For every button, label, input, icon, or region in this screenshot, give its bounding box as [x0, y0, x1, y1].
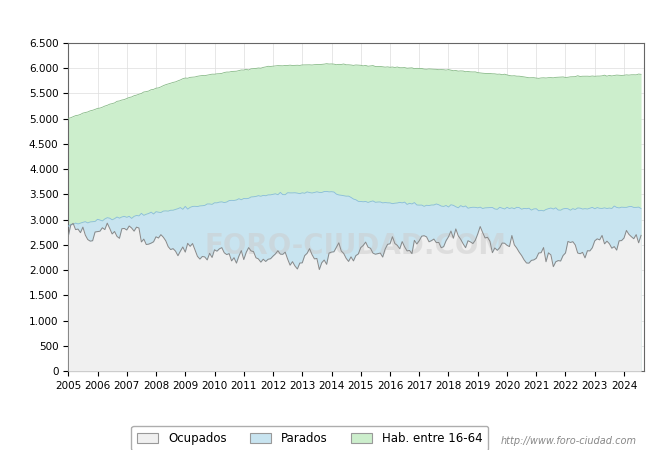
Legend: Ocupados, Parados, Hab. entre 16-64: Ocupados, Parados, Hab. entre 16-64 — [131, 426, 488, 450]
Text: http://www.foro-ciudad.com: http://www.foro-ciudad.com — [501, 436, 637, 446]
Text: FORO-CIUDAD.COM: FORO-CIUDAD.COM — [205, 232, 507, 261]
Text: Almagro - Evolucion de la poblacion en edad de Trabajar Agosto de 2024: Almagro - Evolucion de la poblacion en e… — [82, 13, 568, 26]
